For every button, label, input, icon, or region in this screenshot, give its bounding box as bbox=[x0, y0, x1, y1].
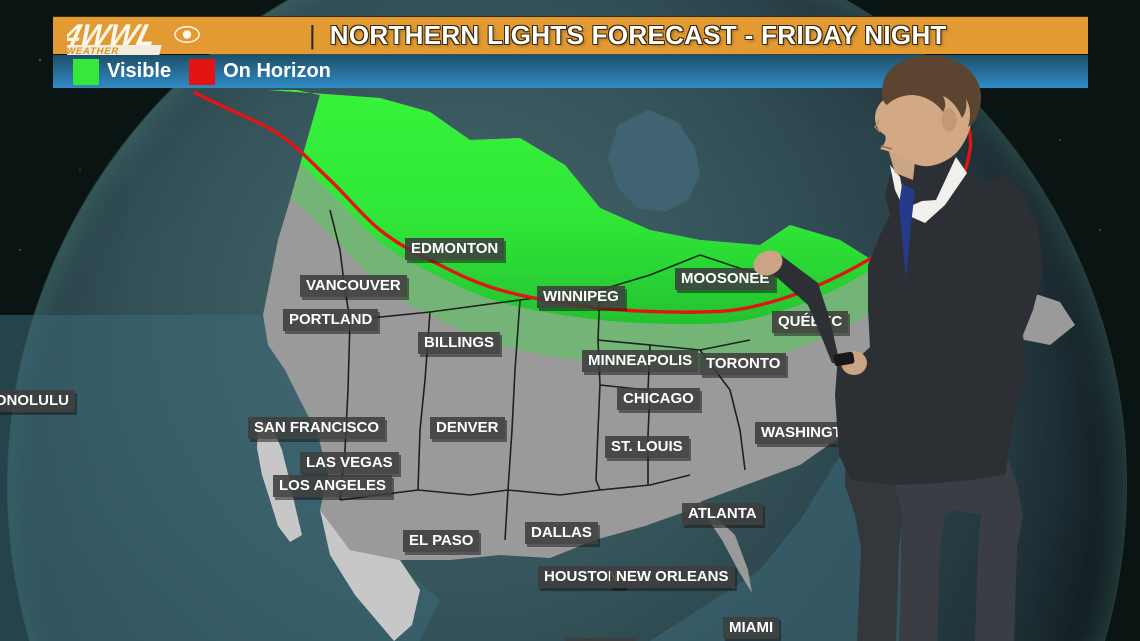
svg-text:WEATHER: WEATHER bbox=[67, 45, 120, 55]
